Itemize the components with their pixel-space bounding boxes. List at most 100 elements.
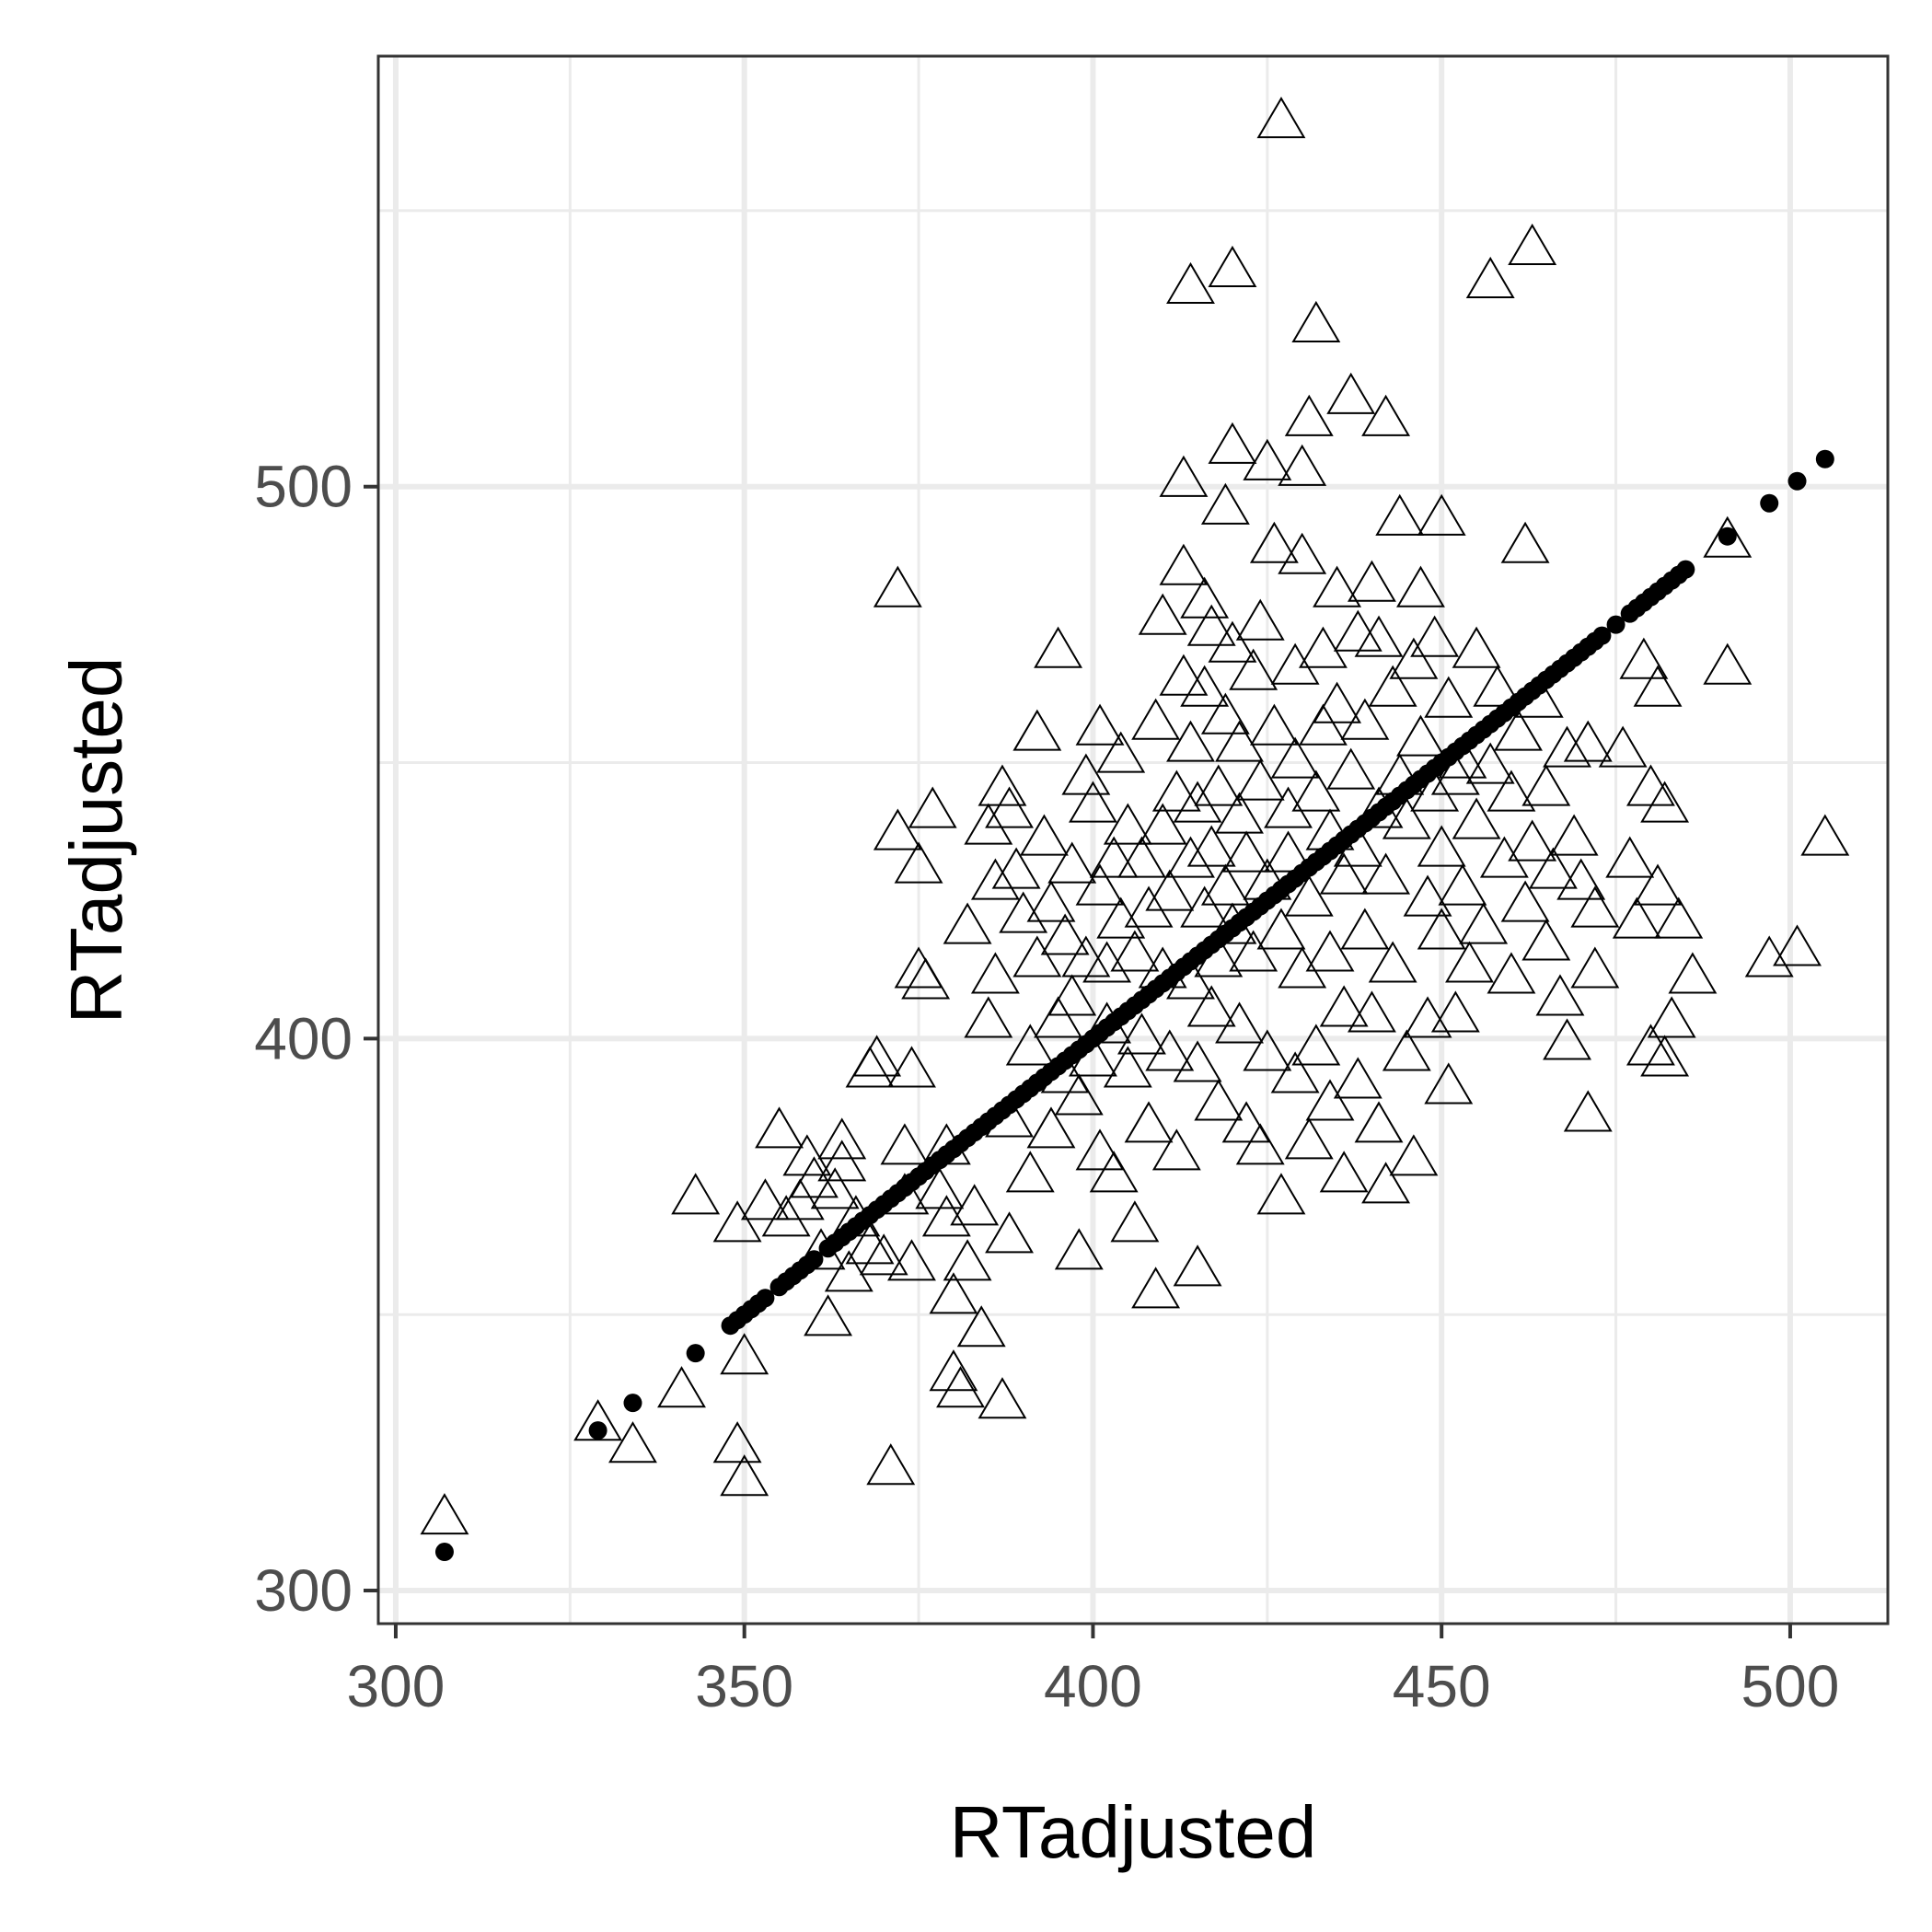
y-tick-label: 300 [254, 1557, 353, 1624]
triangle-point [1284, 874, 1334, 917]
triangle-point [1194, 1079, 1244, 1121]
triangle-point [824, 1250, 873, 1292]
triangle-point [1284, 1117, 1334, 1160]
triangle-point [712, 1421, 762, 1463]
circle-point [686, 1344, 705, 1363]
circle-point [434, 1543, 454, 1562]
triangle-point [1138, 593, 1187, 635]
triangle-point [1521, 919, 1571, 961]
triangle-point [1633, 665, 1683, 707]
triangle-point [943, 902, 992, 944]
triangle-point [1291, 1024, 1341, 1066]
triangle-point [1424, 1062, 1474, 1105]
triangle-point [1368, 665, 1417, 707]
triangle-point [999, 891, 1048, 933]
triangle-point [978, 764, 1027, 806]
triangle-point [1633, 863, 1683, 906]
triangle-point [1319, 852, 1369, 895]
triangle-point [1131, 1267, 1181, 1309]
triangle-point [1619, 637, 1669, 679]
triangle-point [1403, 996, 1452, 1038]
triangle-point [943, 1239, 992, 1281]
triangle-point [1430, 990, 1480, 1033]
triangle-point [1452, 797, 1501, 839]
triangle-point [1215, 720, 1264, 762]
triangle-point [1465, 742, 1515, 784]
triangle-point [1256, 908, 1306, 950]
triangle-point [1417, 908, 1466, 950]
triangle-point [1221, 1101, 1271, 1143]
triangle-point [1640, 1035, 1690, 1077]
triangle-point [1333, 609, 1382, 652]
triangle-point [573, 1399, 623, 1441]
triangle-point [608, 1421, 657, 1463]
triangle-point [1082, 941, 1132, 983]
triangle-point [817, 1140, 867, 1182]
triangle-point [1361, 852, 1411, 895]
triangle-point [1598, 725, 1648, 768]
triangle-point [1354, 1101, 1404, 1143]
triangle-point [1173, 1040, 1222, 1082]
points-layer [420, 96, 1850, 1562]
triangle-point [1487, 952, 1536, 994]
triangle-point [1145, 869, 1195, 911]
triangle-point [950, 1184, 1000, 1226]
triangle-point [1200, 863, 1250, 906]
triangle-point [1528, 847, 1578, 889]
triangle-point [1151, 769, 1201, 812]
triangle-point [1389, 1134, 1439, 1176]
y-tick-label: 500 [254, 454, 353, 520]
triangle-point [1249, 703, 1299, 746]
triangle-point [1110, 930, 1160, 972]
triangle-point [1159, 455, 1209, 497]
triangle-point [1319, 985, 1369, 1027]
triangle-point [1340, 908, 1390, 950]
triangle-point [985, 1211, 1034, 1254]
triangle-point [817, 1117, 867, 1160]
triangle-point [1348, 990, 1396, 1033]
circle-point [1718, 526, 1737, 546]
triangle-point [1270, 736, 1320, 779]
triangle-point [1563, 720, 1613, 762]
triangle-point [1180, 665, 1230, 707]
triangle-point [894, 841, 943, 884]
triangle-point [1012, 709, 1062, 751]
triangle-point [1570, 885, 1620, 928]
triangle-point [852, 1035, 902, 1077]
triangle-point [1019, 814, 1069, 856]
y-tick-label: 400 [254, 1005, 353, 1071]
triangle-point [1521, 764, 1571, 806]
triangle-point [657, 1366, 706, 1408]
triangle-point [1305, 1079, 1355, 1121]
triangle-point [1243, 438, 1292, 480]
triangle-point [1278, 444, 1327, 486]
circle-point [1815, 449, 1834, 469]
triangle-point [1647, 996, 1696, 1038]
triangle-point [936, 1366, 985, 1408]
triangle-point [1138, 803, 1187, 845]
triangle-point [1508, 223, 1557, 265]
x-tick-label: 400 [1044, 1653, 1142, 1719]
triangle-point [1570, 946, 1620, 989]
triangle-point [1382, 1029, 1431, 1071]
triangle-point [1535, 974, 1585, 1016]
triangle-point [1278, 946, 1327, 989]
triangle-point [1068, 781, 1117, 823]
triangle-point [789, 1156, 839, 1198]
x-tick-label: 300 [347, 1653, 445, 1719]
triangle-point [1556, 858, 1606, 900]
triangle-point [1452, 626, 1501, 668]
triangle-point [1096, 897, 1146, 939]
triangle-point [1215, 792, 1264, 834]
triangle-point [1054, 1228, 1104, 1270]
triangle-point [1264, 830, 1313, 873]
circle-point [588, 1421, 607, 1440]
triangle-point [1026, 1106, 1076, 1149]
triangle-point [1034, 996, 1083, 1038]
triangle-point [420, 1493, 469, 1535]
x-tick-label: 500 [1741, 1653, 1840, 1719]
triangle-point [1626, 1024, 1675, 1066]
triangle-point [1040, 913, 1090, 955]
triangle-point [978, 1377, 1027, 1419]
